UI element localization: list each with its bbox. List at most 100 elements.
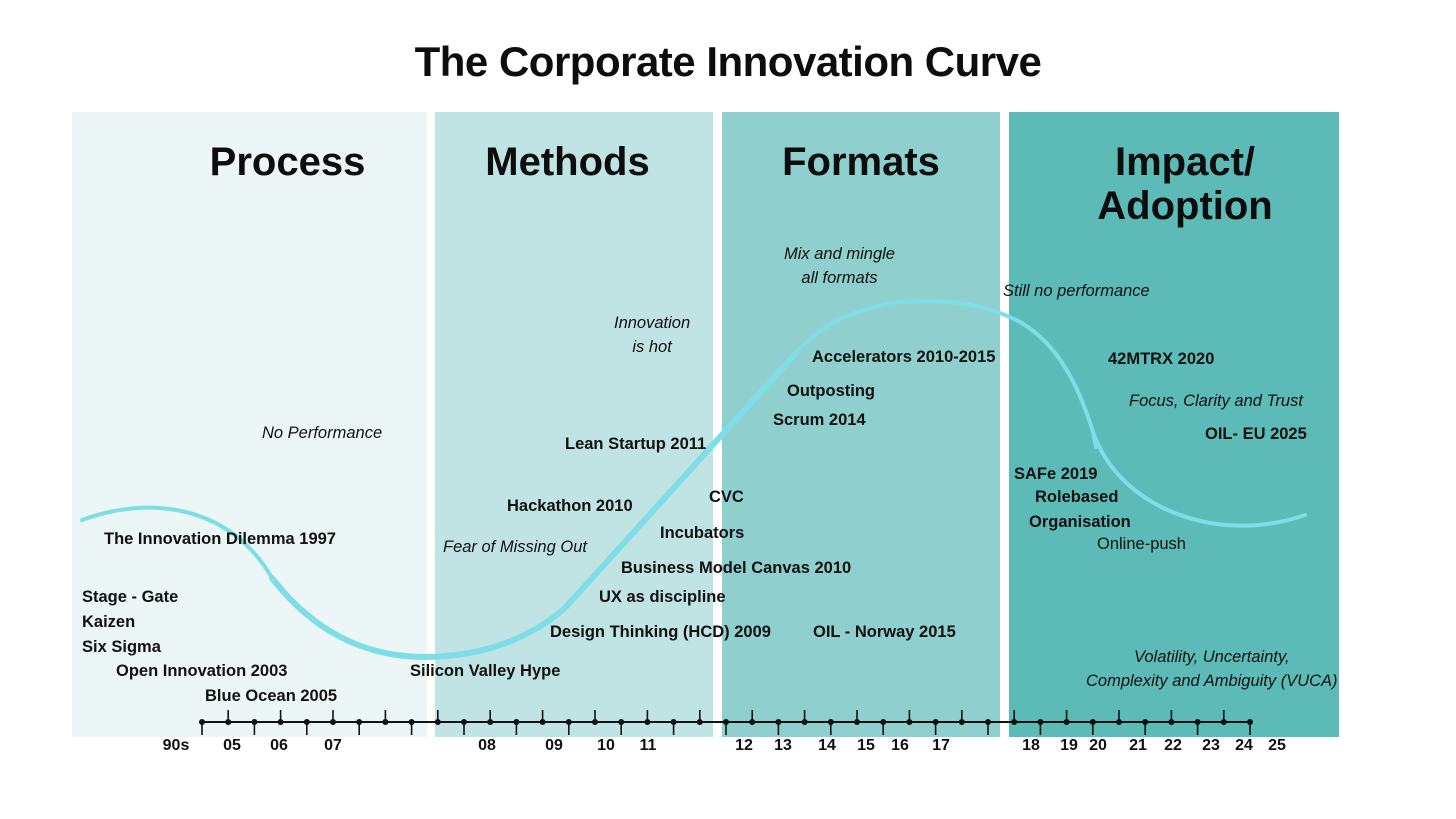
- timeline-dot: [985, 719, 991, 725]
- timeline-label: 14: [818, 737, 836, 754]
- note-still-no-performance: Still no performance: [1003, 282, 1150, 300]
- timeline-dot: [644, 719, 651, 725]
- timeline-dot: [1116, 719, 1122, 725]
- note-focus-clarity-trust: Focus, Clarity and Trust: [1129, 392, 1303, 410]
- timeline-dot: [1194, 719, 1201, 725]
- phase-band-formats: [722, 112, 1000, 737]
- milestone-label: Rolebased: [1035, 488, 1119, 506]
- timeline-label: 23: [1202, 737, 1220, 754]
- timeline-dot: [513, 719, 520, 725]
- innovation-curve: [269, 349, 800, 660]
- innovation-curve-joint: [1091, 430, 1098, 449]
- milestone-label: Stage - Gate: [82, 588, 179, 606]
- milestone-label: Outposting: [787, 382, 875, 400]
- timeline-label: 09: [545, 737, 563, 754]
- milestone-label: Design Thinking (HCD) 2009: [550, 623, 771, 641]
- timeline-dot: [854, 719, 860, 725]
- timeline-label: 15: [857, 737, 875, 754]
- timeline-dot: [565, 719, 572, 725]
- innovation-curve-tail: [80, 298, 1307, 580]
- phase-band-methods: [435, 112, 713, 737]
- timeline-dot: [1220, 719, 1227, 725]
- phase-title-impact-adoption: Impact/ Adoption: [1097, 140, 1273, 228]
- milestone-label: SAFe 2019: [1014, 465, 1098, 483]
- timeline-label: 07: [324, 737, 342, 754]
- page-title: The Corporate Innovation Curve: [414, 38, 1042, 85]
- timeline-label: 21: [1129, 737, 1147, 754]
- timeline-dot: [251, 719, 258, 725]
- milestone-label: Scrum 2014: [773, 411, 866, 429]
- timeline-dot: [1011, 719, 1018, 725]
- timeline-label: 06: [270, 737, 288, 754]
- milestone-label: 42MTRX 2020: [1108, 350, 1215, 368]
- timeline-dot: [696, 719, 703, 725]
- milestone-label: Open Innovation 2003: [116, 662, 288, 680]
- milestone-label: CVC: [709, 488, 744, 506]
- milestone-label: Organisation: [1029, 513, 1131, 531]
- timeline-dot: [1089, 719, 1096, 725]
- milestone-label: Incubators: [660, 524, 745, 542]
- phase-title-methods: Methods: [485, 140, 650, 184]
- milestone-label: Silicon Valley Hype: [410, 662, 561, 680]
- milestone-label: Kaizen: [82, 613, 136, 631]
- timeline-dot: [1063, 719, 1070, 725]
- timeline-label: 12: [735, 737, 753, 754]
- timeline-dot: [277, 719, 284, 725]
- timeline-label: 20: [1089, 737, 1107, 754]
- note-fear-of-missing-out: Fear of Missing Out: [443, 538, 587, 556]
- timeline-dot: [827, 719, 834, 725]
- timeline-dot: [461, 719, 467, 725]
- note-mix-and-mingle: Mix and mingle all formats: [784, 245, 895, 287]
- timeline-dot: [723, 719, 729, 725]
- milestone-label: Business Model Canvas 2010: [621, 559, 852, 577]
- note-no-performance: No Performance: [262, 424, 383, 442]
- timeline-dot: [330, 719, 336, 725]
- milestone-label: Six Sigma: [82, 638, 161, 656]
- timeline-dot: [539, 719, 546, 725]
- timeline-label: 19: [1060, 737, 1078, 754]
- timeline-dot: [670, 719, 677, 725]
- milestone-label: Hackathon 2010: [507, 497, 633, 515]
- timeline-dot: [1037, 719, 1044, 725]
- timeline-dot: [749, 719, 756, 725]
- timeline-dot: [880, 719, 887, 725]
- milestone-label: Lean Startup 2011: [565, 435, 707, 453]
- timeline-label: 18: [1022, 737, 1040, 754]
- timeline-dot: [434, 719, 441, 725]
- timeline-dot: [592, 719, 598, 725]
- timeline-label: 17: [932, 737, 950, 754]
- milestone-label: OIL - Norway 2015: [813, 623, 956, 641]
- milestone-label: OIL- EU 2025: [1205, 425, 1307, 443]
- timeline-dot: [618, 719, 625, 725]
- timeline-dot: [1168, 719, 1175, 725]
- timeline-label: 13: [774, 737, 792, 754]
- timeline-dot: [801, 719, 808, 725]
- milestone-label: Blue Ocean 2005: [205, 687, 338, 705]
- timeline-dot: [199, 719, 205, 725]
- phase-title-process: Process: [209, 140, 366, 184]
- timeline-label: 10: [597, 737, 615, 754]
- timeline-label: 08: [478, 737, 496, 754]
- timeline-label: 25: [1268, 737, 1286, 754]
- timeline-label: 11: [639, 737, 657, 754]
- timeline-dot: [1247, 719, 1253, 725]
- timeline-label: 05: [223, 737, 241, 754]
- timeline-dot: [408, 719, 415, 725]
- timeline-label: 22: [1164, 737, 1182, 754]
- milestone-label: Accelerators 2010-2015: [812, 348, 996, 366]
- timeline-ticks: [199, 710, 1253, 735]
- timeline-label: 16: [891, 737, 909, 754]
- timeline-label: 24: [1235, 737, 1253, 754]
- note-innovation-is-hot: Innovation is hot: [614, 314, 691, 356]
- note-vuca: Volatility, Uncertainty, Complexity and …: [1086, 648, 1338, 690]
- timeline-dot: [487, 719, 494, 725]
- phase-band-impact-adoption: [1009, 112, 1339, 737]
- phase-band-process: [72, 112, 427, 737]
- timeline-dot: [1142, 719, 1149, 725]
- phase-title-formats: Formats: [782, 140, 940, 184]
- milestone-label: The Innovation Dilemma 1997: [104, 530, 336, 548]
- timeline-dot: [958, 719, 965, 725]
- timeline-dot: [775, 719, 782, 725]
- timeline-dot: [356, 719, 363, 725]
